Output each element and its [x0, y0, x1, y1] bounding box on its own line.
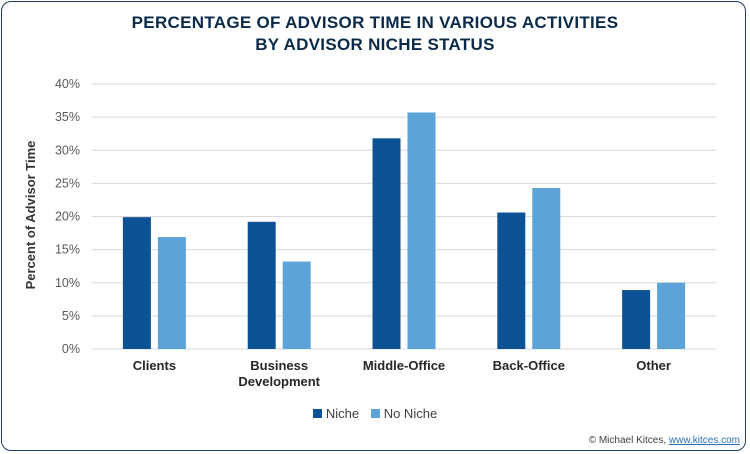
bar-niche: [247, 221, 276, 349]
y-tick-label: 40%: [55, 77, 80, 91]
x-category-label-line: Back-Office: [493, 358, 565, 373]
bar-niche: [497, 212, 526, 349]
x-category-label: Business Development: [238, 358, 320, 389]
chart-title-line-1: PERCENTAGE OF ADVISOR TIME IN VARIOUS AC…: [131, 13, 619, 32]
x-category-label: Middle-Office: [363, 358, 445, 373]
y-tick-label: 35%: [55, 110, 80, 124]
legend-item-niche: Niche: [312, 406, 360, 421]
y-tick-label: 25%: [55, 176, 80, 190]
bar-niche: [372, 138, 401, 349]
legend-label-no-niche: No Niche: [383, 406, 438, 421]
y-tick-label: 30%: [55, 143, 80, 157]
x-category-label-line: Development: [238, 374, 320, 389]
x-category-label-line: Other: [636, 358, 671, 373]
x-category-label: Back-Office: [493, 358, 565, 373]
legend-label-niche: Niche: [325, 406, 360, 421]
legend-item-no-niche: No Niche: [370, 406, 438, 421]
y-tick-label: 0%: [62, 342, 80, 356]
x-category-label-line: Business: [250, 358, 308, 373]
credit-link[interactable]: www.kitces.com: [668, 435, 740, 446]
x-category-label: Clients: [133, 358, 176, 373]
credit: © Michael Kitces, www.kitces.com: [589, 435, 740, 446]
x-category-label-line: Clients: [133, 358, 176, 373]
bar-niche: [622, 290, 651, 349]
legend: Niche No Niche: [0, 406, 750, 421]
legend-swatch-niche: [312, 409, 322, 418]
bar-no-niche: [657, 282, 686, 349]
x-category-label-line: Middle-Office: [363, 358, 445, 373]
x-axis-categories: Clients Business Development Middle-Office B…: [133, 358, 671, 389]
bars: [122, 112, 686, 349]
y-tick-label: 5%: [62, 309, 80, 323]
x-category-label: Other: [636, 358, 671, 373]
bar-no-niche: [407, 112, 436, 349]
credit-text: © Michael Kitces,: [588, 435, 669, 446]
gridlines: [92, 83, 716, 350]
chart-title-line-2: BY ADVISOR NICHE STATUS: [255, 35, 495, 54]
bar-no-niche: [282, 261, 311, 349]
y-tick-label: 10%: [55, 276, 80, 290]
y-tick-label: 15%: [55, 243, 80, 257]
bar-no-niche: [532, 188, 561, 349]
y-axis-label: Percent of Advisor Time: [23, 141, 38, 290]
y-tick-label: 20%: [55, 210, 80, 224]
legend-swatch-no-niche: [370, 409, 380, 418]
y-axis-ticks: 0% 5% 10% 15% 20% 25% 30% 35% 40%: [55, 77, 80, 356]
bar-no-niche: [157, 237, 186, 349]
bar-niche: [122, 217, 151, 349]
chart-title: PERCENTAGE OF ADVISOR TIME IN VARIOUS AC…: [0, 12, 750, 56]
